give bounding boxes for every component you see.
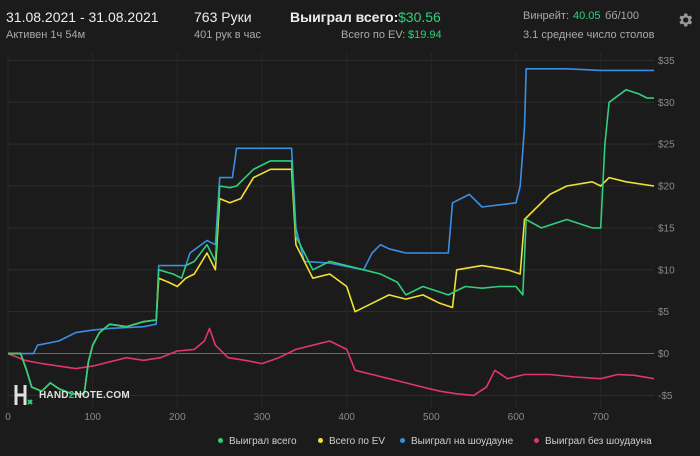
x-tick-label: 600 xyxy=(508,412,525,423)
series-lines xyxy=(7,68,655,397)
hand2note-logo: HAND2NOTE.COM xyxy=(14,384,130,408)
x-tick-label: 700 xyxy=(592,412,609,423)
y-tick-label: $15 xyxy=(658,223,675,234)
hand2note-logo-text: HAND2NOTE.COM xyxy=(39,390,130,401)
legend-item-ev[interactable]: Всего по EV xyxy=(318,436,385,447)
x-tick-label: 300 xyxy=(254,412,271,423)
series-line-0 xyxy=(8,88,654,395)
won-total-label: Выиграл всего: xyxy=(290,9,399,25)
y-axis-ticks: $35 $30 $25 $20 $15 $10 $5 $0 -$5 xyxy=(658,56,675,402)
gear-icon[interactable] xyxy=(676,11,694,29)
ev-total-value: $19.94 xyxy=(408,29,442,41)
legend-item-showdown[interactable]: Выиграл на шоудауне xyxy=(400,436,513,447)
x-tick-label: 100 xyxy=(84,412,101,423)
winrate-unit: бб/100 xyxy=(605,10,640,22)
legend-item-won-total[interactable]: Выиграл всего xyxy=(218,436,297,447)
series-line-2 xyxy=(8,68,654,355)
avg-tables: 3.1 среднее число столов xyxy=(523,29,655,41)
winrate-label: Винрейт: xyxy=(523,10,570,22)
y-tick-label: $35 xyxy=(658,56,675,67)
hand2note-logo-icon xyxy=(14,385,33,405)
x-tick-label: 400 xyxy=(338,412,355,423)
grid xyxy=(7,52,654,408)
chart-legend: Выиграл всего Всего по EV Выиграл на шоу… xyxy=(0,434,700,452)
ev-total-label: Всего по EV: xyxy=(341,29,406,41)
legend-dot xyxy=(534,438,539,443)
active-time: Активен 1ч 54м xyxy=(6,29,86,41)
header: 31.08.2021 - 31.08.2021 Активен 1ч 54м 7… xyxy=(0,0,700,48)
x-tick-label: 0 xyxy=(5,412,11,423)
y-tick-label: $10 xyxy=(658,265,675,276)
y-tick-label: $20 xyxy=(658,182,675,193)
y-tick-label: $5 xyxy=(658,307,670,318)
y-tick-label: $25 xyxy=(658,140,675,151)
y-tick-label: $0 xyxy=(658,349,670,360)
won-total-value: $30.56 xyxy=(398,9,441,25)
series-line-3 xyxy=(7,327,655,397)
x-tick-label: 500 xyxy=(423,412,440,423)
y-tick-label: -$5 xyxy=(658,391,673,402)
pnl-chart: $35 $30 $25 $20 $15 $10 $5 $0 -$5 0 100 200 300 400 5… xyxy=(5,52,675,423)
x-axis-ticks: 0 100 200 300 400 500 600 700 xyxy=(5,412,609,423)
legend-item-non-showdown[interactable]: Выиграл без шоудауна xyxy=(534,436,652,447)
series-line-1 xyxy=(8,168,655,395)
y-tick-label: $30 xyxy=(658,98,675,109)
x-tick-label: 200 xyxy=(169,412,186,423)
hands-count: 763 Руки xyxy=(194,9,252,25)
legend-dot xyxy=(400,438,405,443)
winrate-value: 40.05 xyxy=(573,10,601,22)
legend-dot xyxy=(318,438,323,443)
date-range: 31.08.2021 - 31.08.2021 xyxy=(6,9,159,25)
hands-per-hour: 401 рук в час xyxy=(194,29,262,41)
legend-dot xyxy=(218,438,223,443)
